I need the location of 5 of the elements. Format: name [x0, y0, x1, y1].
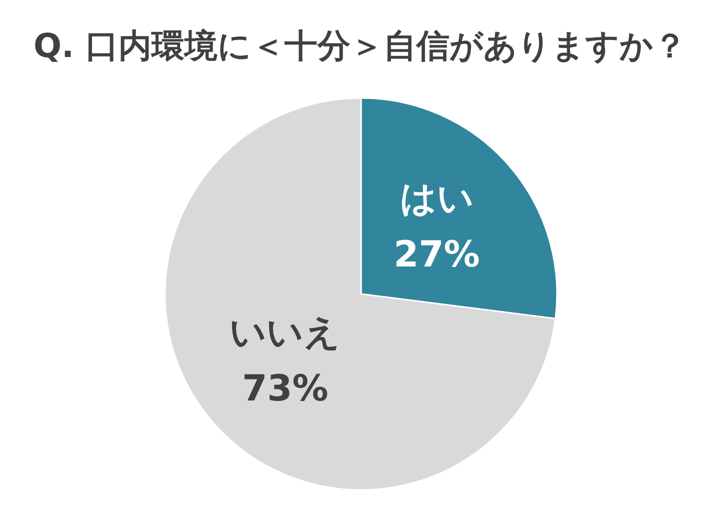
- data-label: 73%: [242, 368, 328, 410]
- slice-label: はい: [400, 178, 474, 220]
- data-label: 27%: [394, 234, 480, 276]
- slice-label: いいえ: [230, 312, 341, 354]
- chart-title: Q. 口内環境に＜十分＞自信がありますか？: [33, 26, 687, 65]
